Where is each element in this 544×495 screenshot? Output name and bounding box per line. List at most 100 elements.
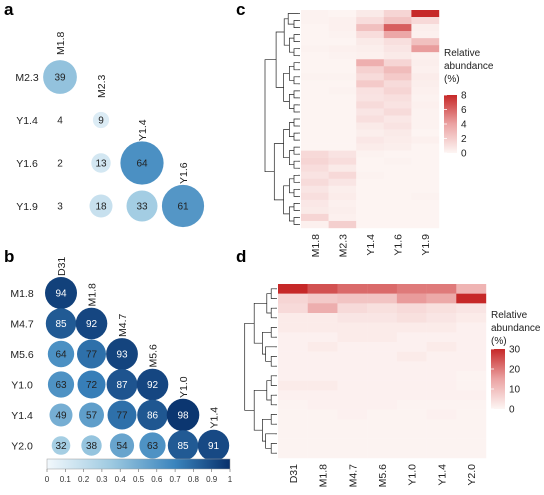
panel-c-heat-cell (411, 122, 440, 130)
panel-c-heat-cell (383, 171, 412, 179)
panel-a-cell-circle (89, 194, 113, 218)
panel-c-heat-cell (328, 199, 357, 208)
panel-a-cell-circle (126, 190, 158, 222)
panel-c-heat-cell (356, 94, 384, 102)
panel-c-heat-cell (301, 108, 329, 116)
panel-a-cell-circle (92, 111, 110, 129)
panel-c-heat-cell (328, 143, 357, 151)
panel-d-heat-cell (367, 400, 398, 410)
panel-d-heat-cell (456, 303, 487, 314)
panel-d-heat-cell (307, 409, 338, 420)
panel-d-heat-cell (396, 293, 427, 304)
panel-d-heat-cell (278, 361, 308, 372)
panel-b-colorbar-tick-label: 0.5 (133, 475, 145, 484)
panel-c-legend-gradient (444, 95, 457, 153)
panel-d-heat-cell (456, 380, 487, 391)
panel-a-cell-value: 13 (95, 159, 107, 170)
panel-c-heat-cell (411, 185, 440, 194)
panel-c-heat-cell (356, 17, 384, 25)
panel-d-x-label: M1.8 (318, 464, 330, 488)
panel-b-cell-value: 54 (116, 441, 128, 452)
panel-c-dendrogram-branch (293, 104, 298, 113)
panel-c-heat-cell (328, 59, 357, 67)
panel-d-heat-cell (456, 390, 487, 401)
panel-d-heat-cell (456, 448, 487, 459)
panel-c-heat-cell (383, 24, 412, 32)
panel-b-colorbar-tick-label: 0.1 (60, 475, 72, 484)
panel-b-cell-circle (136, 368, 169, 401)
panel-d-heat-cell (456, 371, 487, 381)
panel-d-heat-cell (426, 448, 457, 459)
panel-b-cell-circle (81, 435, 102, 456)
panel-b-colorbar-gradient (46, 458, 231, 470)
panel-b-cell-value: 64 (55, 350, 67, 361)
panel-c-dendrogram-branch (293, 160, 298, 169)
panel-c-heat-cell (301, 213, 329, 222)
panel-c-heat-cell (356, 59, 384, 67)
panel-c-x-labels: M1.8 M2.3 Y1.4 Y1.6 Y1.9 (310, 234, 432, 258)
panel-c-heat-cell (301, 220, 329, 229)
panel-c-heat-cell (383, 101, 412, 109)
panel-c-heat-cell (383, 66, 412, 74)
panel-c-heat-cell (356, 143, 384, 151)
panel-c-heat-cell (328, 213, 357, 222)
panel-c-heat-cell (328, 108, 357, 116)
panel-b-cell-circle (47, 340, 75, 368)
panel-a-column-labels: M1.8 M2.3 Y1.4 Y1.6 (55, 31, 190, 184)
panel-c-heat-cell (328, 129, 357, 137)
panel-c-heat-cell (383, 143, 412, 151)
panel-d-heat-cell (307, 342, 338, 352)
panel-a-cell-value: 39 (54, 73, 66, 84)
panel-b-colorbar: 0 0.1 0.2 0.3 0.4 0.5 0.6 0.7 0.8 0.9 1 (45, 458, 233, 484)
panel-b-colorbar-tick-label: 0.6 (151, 475, 163, 484)
panel-b-column-label: M1.8 (87, 283, 99, 307)
panel-c-dendrogram-branch (283, 185, 290, 215)
panel-c-heat-cell (301, 178, 329, 186)
panel-b-cell-value: 38 (86, 441, 98, 452)
panel-c-heat-cell (301, 185, 329, 194)
panel-d-heat-cell (278, 371, 308, 381)
panel-a-row-label: Y1.4 (16, 115, 38, 127)
panel-b-cell-circle (77, 370, 106, 399)
panel-c-legend-title-line1: Relative (444, 48, 481, 59)
panel-d-heat-cell (278, 390, 308, 401)
panel-c-heat-cell (328, 220, 357, 229)
panel-d-heat-cell (456, 438, 487, 449)
panel-c-heat-cell (301, 31, 329, 39)
panel-c-heat-cell (328, 73, 357, 81)
panel-d-heat-cell (426, 390, 457, 401)
panel-d-heat-cell (278, 284, 308, 294)
panel-c-heat-cell (356, 171, 384, 179)
panel-a-row-label: M2.3 (15, 72, 39, 84)
panel-c-heat-cell (383, 164, 412, 172)
panel-d-heat-cell (456, 409, 487, 420)
panel-c-heat-cell (411, 73, 440, 81)
panel-letter-b: b (4, 247, 14, 266)
panel-d-heat-cell (367, 429, 398, 439)
panel-d-legend-tick-label: 10 (509, 385, 521, 396)
panel-c-heat-cell (301, 206, 329, 215)
panel-d-heat-cell (426, 419, 457, 430)
panel-c-heat-cell (411, 136, 440, 144)
panel-d-heat-cell (337, 438, 368, 449)
panel-c-heat-cell (411, 10, 440, 18)
panel-a-column-label: M2.3 (96, 74, 108, 98)
panel-c-dendrogram-branch (289, 206, 294, 222)
panel-c-legend-tick-label: 2 (461, 134, 467, 145)
panel-d-heat-cell (278, 419, 308, 430)
panel-d-heat-cell (367, 390, 398, 401)
panel-c-heat-cell (411, 220, 440, 229)
panel-d-heat-cell (278, 303, 308, 314)
panel-c-heat-cell (411, 115, 440, 123)
panel-d-heat-cell (278, 429, 308, 439)
panel-b-colorbar-tick-label: 0.8 (188, 475, 200, 484)
panel-d-heat-cell (426, 351, 457, 362)
panel-c-heat-cell (383, 10, 412, 18)
panel-d-heat-cell (426, 438, 457, 449)
panel-b-colorbar-tick-label: 0.7 (170, 475, 182, 484)
panel-a-cell-value: 4 (57, 116, 63, 127)
panel-d-heat-cell (456, 361, 487, 372)
panel-a-cell-value: 2 (57, 159, 63, 170)
panel-a-cell-circle (91, 153, 111, 173)
panel-c-heat-cell (328, 157, 357, 165)
